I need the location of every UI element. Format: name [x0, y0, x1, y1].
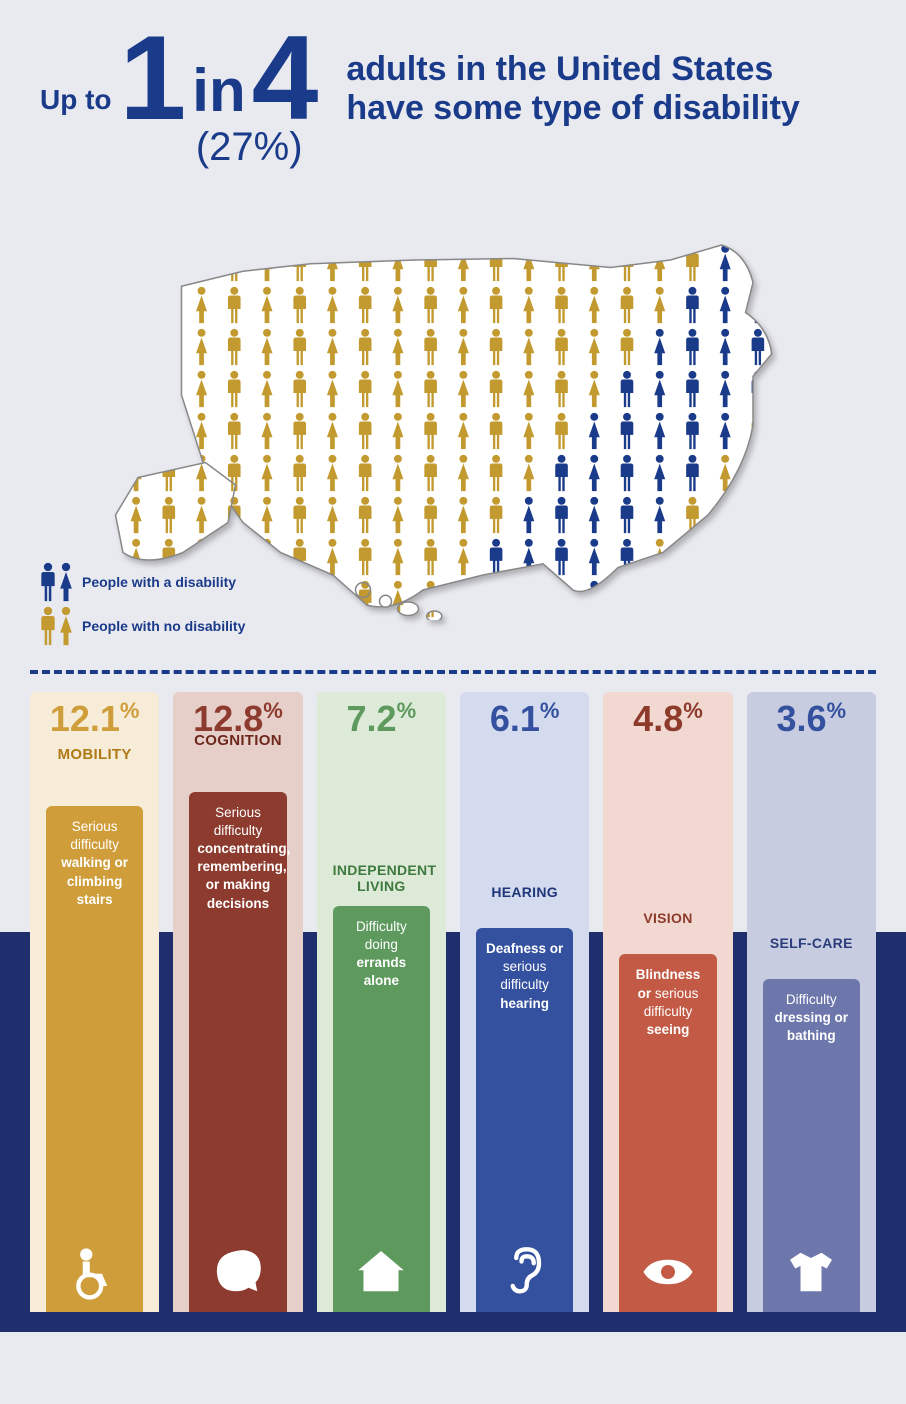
- ear-icon: [476, 1244, 573, 1300]
- headline-in: in: [192, 56, 245, 125]
- bar-pct-mobility: 12.1%: [30, 698, 159, 740]
- bar-desc-vision: Blindness or serious difficulty seeing: [627, 966, 708, 1039]
- bar-mobility: 12.1%MOBILITYSerious difficulty walking …: [30, 692, 159, 1312]
- section-divider: [30, 670, 876, 674]
- legend-disability-icon: [40, 562, 74, 602]
- bar-title-cognition: COGNITION: [189, 732, 286, 749]
- bar-independent: 7.2%INDEPENDENT LIVINGDifficulty doing e…: [317, 692, 446, 1312]
- legend-no-disability-label: People with no disability: [82, 618, 245, 634]
- bar-vision: 4.8%VISIONBlindness or serious difficult…: [603, 692, 732, 1312]
- headline-upto: Up to: [40, 84, 112, 116]
- bar-title-selfcare: SELF-CARE: [763, 935, 860, 951]
- headline: Up to 1 in 4 (27%) adults in the United …: [0, 0, 906, 180]
- headline-4: 4: [252, 30, 319, 126]
- headline-line2: have some type of disability: [346, 89, 866, 128]
- bar-desc-mobility: Serious difficulty walking or climbing s…: [54, 818, 135, 909]
- map-legend: People with a disability People with no …: [40, 562, 245, 650]
- bar-inner-independent: INDEPENDENT LIVINGDifficulty doing erran…: [333, 906, 430, 1312]
- bar-selfcare: 3.6%SELF-CAREDifficulty dressing or bath…: [747, 692, 876, 1312]
- bar-inner-vision: VISIONBlindness or serious difficulty se…: [619, 954, 716, 1312]
- bar-desc-independent: Difficulty doing errands alone: [341, 918, 422, 991]
- bar-desc-selfcare: Difficulty dressing or bathing: [771, 991, 852, 1046]
- shirt-icon: [763, 1244, 860, 1300]
- bar-pct-hearing: 6.1%: [460, 698, 589, 740]
- bar-inner-selfcare: SELF-CAREDifficulty dressing or bathing: [763, 979, 860, 1312]
- bar-pct-selfcare: 3.6%: [747, 698, 876, 740]
- bar-title-hearing: HEARING: [476, 884, 573, 900]
- bar-inner-mobility: MOBILITYSerious difficulty walking or cl…: [46, 806, 143, 1312]
- bar-cognition: 12.8%COGNITIONSerious difficulty concent…: [173, 692, 302, 1312]
- disability-types-chart: 12.1%MOBILITYSerious difficulty walking …: [0, 692, 906, 1332]
- headline-1: 1: [120, 30, 187, 126]
- bar-title-mobility: MOBILITY: [46, 746, 143, 763]
- legend-disability-label: People with a disability: [82, 574, 236, 590]
- wheelchair-icon: [46, 1244, 143, 1300]
- map-section: People with a disability People with no …: [0, 180, 906, 650]
- headline-line1: adults in the United States: [346, 50, 866, 89]
- legend-no-disability-icon: [40, 606, 74, 646]
- house-icon: [333, 1244, 430, 1300]
- brain-icon: [189, 1244, 286, 1300]
- eye-icon: [619, 1244, 716, 1300]
- bar-title-independent: INDEPENDENT LIVING: [333, 862, 430, 894]
- us-map: [93, 200, 813, 620]
- bar-inner-hearing: HEARINGDeafness or serious difficulty he…: [476, 928, 573, 1312]
- bar-title-vision: VISION: [619, 910, 716, 926]
- bar-hearing: 6.1%HEARINGDeafness or serious difficult…: [460, 692, 589, 1312]
- bar-inner-cognition: COGNITIONSerious difficulty concentratin…: [189, 792, 286, 1312]
- bar-desc-hearing: Deafness or serious difficulty hearing: [484, 940, 565, 1013]
- bar-pct-vision: 4.8%: [603, 698, 732, 740]
- bar-desc-cognition: Serious difficulty concentrating, rememb…: [197, 804, 278, 913]
- bar-pct-independent: 7.2%: [317, 698, 446, 740]
- headline-pct: (27%): [180, 125, 318, 170]
